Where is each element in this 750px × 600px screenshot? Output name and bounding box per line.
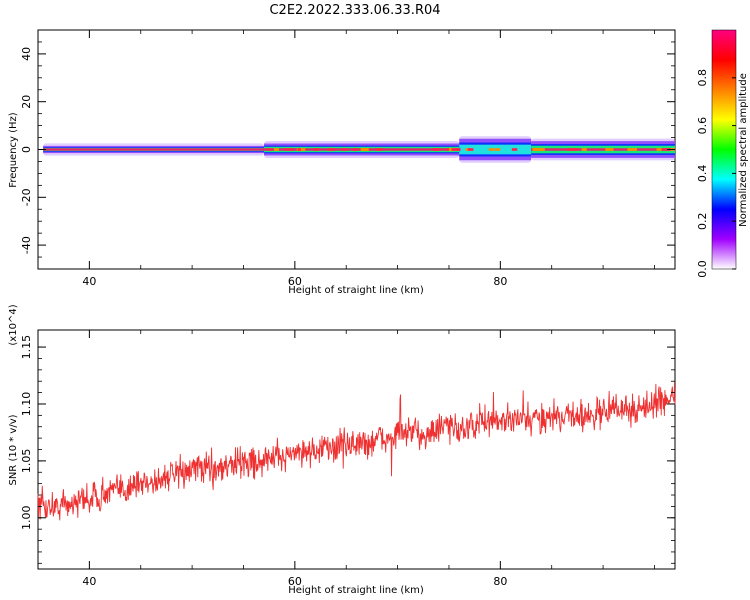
band-hotspot — [494, 148, 501, 151]
colorbar-ticks: 0.0 0.2 0.4 0.6 0.8 — [696, 69, 736, 278]
snr-xtick-label: 80 — [493, 575, 507, 588]
band-hotspot — [456, 148, 461, 151]
band-hotspot — [327, 148, 335, 151]
colorbar: 0.0 0.2 0.4 0.6 0.8 Normalized spectral ampl… — [696, 29, 749, 278]
snr-ytick-label: 1.10 — [20, 392, 33, 417]
band-hotspot — [341, 148, 348, 151]
band-hotspot — [532, 148, 537, 151]
spectrogram-ticks: 40 60 80 -40 -20 0 20 40 — [20, 29, 675, 288]
band-hotspot — [445, 148, 449, 151]
band-hotspot — [375, 148, 383, 151]
band-segment-core — [43, 148, 265, 151]
spectrogram-ytick-label: 0 — [20, 146, 33, 153]
snr-xtick-label: 40 — [82, 575, 96, 588]
spectrogram-xlabel: Height of straight line (km) — [288, 285, 424, 296]
figure-title: C2E2.2022.333.06.33.R04 — [269, 3, 440, 18]
band-hotspot — [605, 148, 614, 151]
band-hotspot — [581, 148, 587, 151]
band-hotspot — [627, 148, 634, 151]
band-hotspot — [313, 148, 320, 151]
band-hotspot — [661, 148, 671, 151]
spectrogram-xtick-label: 60 — [288, 275, 302, 288]
snr-y-multiplier: (x10^4) — [8, 304, 19, 345]
band-hotspot — [266, 148, 273, 151]
band-hotspot — [296, 148, 306, 151]
snr-ylabel: SNR (10 * v/v) — [8, 414, 19, 485]
spectrogram-ytick-label: 40 — [20, 47, 33, 61]
band-hotspot — [361, 148, 369, 151]
band-hotspot — [656, 148, 662, 151]
band-segment-core — [531, 148, 675, 151]
colorbar-label: Normalized spectral amplitude — [738, 73, 749, 227]
spectrogram-ytick-label: -40 — [20, 236, 33, 254]
band-hotspot — [571, 148, 579, 151]
band-hotspot — [535, 148, 544, 151]
band-hotspot — [297, 148, 301, 151]
snr-xtick-label: 60 — [288, 575, 302, 588]
spectrogram-ylabel: Frequency (Hz) — [8, 112, 19, 188]
colorbar-tick-label: 0.0 — [696, 260, 709, 278]
band-hotspot — [632, 148, 637, 151]
spectrogram-ytick-label: -20 — [20, 188, 33, 206]
band-hotspot — [433, 148, 441, 151]
spectrogram-xtick-label: 40 — [82, 275, 96, 288]
snr-ticks: 40 60 80 1.00 1.05 1.10 1.15 — [20, 330, 675, 588]
band-hotspot — [273, 148, 279, 151]
snr-panel: 40 60 80 1.00 1.05 1.10 1.15 Height of straigh… — [8, 304, 676, 596]
snr-ytick-label: 1.00 — [20, 506, 33, 531]
snr-series-line — [37, 382, 676, 521]
band-hotspot — [511, 148, 518, 151]
colorbar-tick-label: 0.8 — [696, 69, 709, 87]
band-hotspot — [352, 148, 358, 151]
spectrogram-xtick-label: 80 — [493, 275, 507, 288]
band-hotspot — [567, 148, 572, 151]
snr-ytick-label: 1.05 — [20, 449, 33, 474]
colorbar-tick-label: 0.6 — [696, 117, 709, 135]
snr-ytick-label: 1.15 — [20, 335, 33, 360]
colorbar-gradient — [711, 29, 737, 270]
colorbar-tick-label: 0.2 — [696, 212, 709, 230]
band-hotspot — [467, 148, 474, 151]
snr-xlabel: Height of straight line (km) — [288, 585, 424, 596]
spectrogram-band — [43, 136, 675, 163]
colorbar-tick-label: 0.4 — [696, 165, 709, 183]
band-hotspot — [284, 148, 294, 151]
band-hotspot — [488, 148, 494, 151]
spectrogram-panel: 40 60 80 -40 -20 0 20 40 Height of straight lin… — [8, 29, 676, 296]
spectrogram-ytick-label: 20 — [20, 95, 33, 109]
band-hotspot — [451, 148, 460, 151]
